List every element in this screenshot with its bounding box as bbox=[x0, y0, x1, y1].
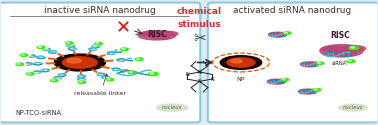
Circle shape bbox=[21, 54, 24, 55]
Text: NP-TCO-siRNA: NP-TCO-siRNA bbox=[16, 110, 62, 116]
Circle shape bbox=[135, 58, 143, 60]
Circle shape bbox=[27, 73, 34, 75]
Circle shape bbox=[316, 62, 324, 64]
Ellipse shape bbox=[306, 64, 316, 66]
Text: N: N bbox=[198, 70, 201, 74]
Circle shape bbox=[96, 43, 99, 44]
FancyBboxPatch shape bbox=[208, 2, 378, 122]
Ellipse shape bbox=[150, 36, 170, 39]
Circle shape bbox=[349, 46, 359, 50]
Text: ✕: ✕ bbox=[116, 20, 131, 38]
Circle shape bbox=[54, 54, 105, 71]
Ellipse shape bbox=[146, 32, 162, 36]
Ellipse shape bbox=[334, 51, 356, 56]
Ellipse shape bbox=[301, 63, 310, 65]
Text: releasable linker: releasable linker bbox=[74, 74, 127, 96]
Ellipse shape bbox=[304, 92, 314, 94]
Circle shape bbox=[106, 78, 114, 81]
Ellipse shape bbox=[274, 35, 284, 37]
Circle shape bbox=[51, 79, 58, 82]
Ellipse shape bbox=[272, 33, 280, 35]
Circle shape bbox=[314, 89, 317, 90]
Ellipse shape bbox=[302, 90, 310, 92]
Ellipse shape bbox=[138, 31, 176, 40]
Circle shape bbox=[318, 62, 321, 63]
Circle shape bbox=[122, 48, 125, 49]
Ellipse shape bbox=[299, 89, 317, 94]
Ellipse shape bbox=[339, 104, 367, 111]
Circle shape bbox=[231, 59, 242, 63]
Circle shape bbox=[78, 81, 86, 84]
Ellipse shape bbox=[268, 80, 277, 82]
Ellipse shape bbox=[329, 46, 347, 52]
Circle shape bbox=[62, 57, 97, 68]
Text: NP: NP bbox=[237, 77, 245, 82]
Ellipse shape bbox=[269, 33, 278, 35]
FancyBboxPatch shape bbox=[0, 2, 200, 122]
Ellipse shape bbox=[157, 31, 178, 36]
Ellipse shape bbox=[301, 62, 319, 67]
Circle shape bbox=[281, 78, 289, 81]
Ellipse shape bbox=[299, 90, 308, 92]
Circle shape bbox=[313, 89, 321, 91]
Text: RISC: RISC bbox=[330, 31, 350, 40]
Text: N: N bbox=[185, 72, 189, 77]
Ellipse shape bbox=[139, 32, 158, 36]
Text: N: N bbox=[210, 77, 214, 82]
Circle shape bbox=[94, 42, 102, 45]
Text: nucleus: nucleus bbox=[342, 105, 363, 110]
Circle shape bbox=[20, 54, 28, 56]
Text: chemical: chemical bbox=[177, 8, 222, 16]
Ellipse shape bbox=[310, 62, 319, 65]
Ellipse shape bbox=[304, 63, 312, 65]
Circle shape bbox=[17, 63, 20, 64]
Text: activated siRNA nanodrug: activated siRNA nanodrug bbox=[234, 6, 352, 15]
Ellipse shape bbox=[320, 45, 363, 57]
Circle shape bbox=[65, 42, 73, 44]
Ellipse shape bbox=[268, 32, 287, 37]
Ellipse shape bbox=[267, 79, 285, 84]
Ellipse shape bbox=[308, 90, 318, 92]
Circle shape bbox=[28, 73, 31, 74]
Ellipse shape bbox=[322, 46, 342, 52]
Ellipse shape bbox=[156, 104, 187, 111]
Circle shape bbox=[284, 32, 291, 34]
Text: nucleus: nucleus bbox=[162, 105, 182, 110]
Circle shape bbox=[220, 56, 262, 69]
Ellipse shape bbox=[276, 80, 287, 82]
Circle shape bbox=[285, 32, 287, 33]
Circle shape bbox=[79, 81, 82, 82]
Circle shape bbox=[67, 58, 81, 63]
Text: inactive siRNA nanodrug: inactive siRNA nanodrug bbox=[44, 6, 156, 15]
Ellipse shape bbox=[277, 33, 288, 35]
Circle shape bbox=[37, 46, 45, 49]
Ellipse shape bbox=[342, 46, 366, 52]
Ellipse shape bbox=[271, 80, 279, 82]
Circle shape bbox=[136, 58, 139, 59]
Circle shape bbox=[282, 79, 285, 80]
Text: siRNA: siRNA bbox=[332, 61, 347, 66]
Circle shape bbox=[67, 42, 70, 43]
Circle shape bbox=[16, 63, 23, 66]
Text: ✂: ✂ bbox=[193, 31, 206, 46]
Ellipse shape bbox=[273, 82, 282, 84]
Text: RISC: RISC bbox=[147, 30, 167, 39]
Circle shape bbox=[150, 73, 153, 74]
Circle shape bbox=[121, 48, 128, 50]
Circle shape bbox=[347, 60, 355, 63]
Text: stimulus: stimulus bbox=[178, 20, 222, 29]
Circle shape bbox=[39, 46, 41, 48]
Circle shape bbox=[348, 60, 351, 61]
Circle shape bbox=[351, 47, 354, 48]
Circle shape bbox=[227, 58, 255, 67]
Circle shape bbox=[107, 79, 110, 80]
Text: N: N bbox=[198, 79, 201, 84]
Circle shape bbox=[148, 72, 158, 76]
Circle shape bbox=[128, 71, 136, 74]
